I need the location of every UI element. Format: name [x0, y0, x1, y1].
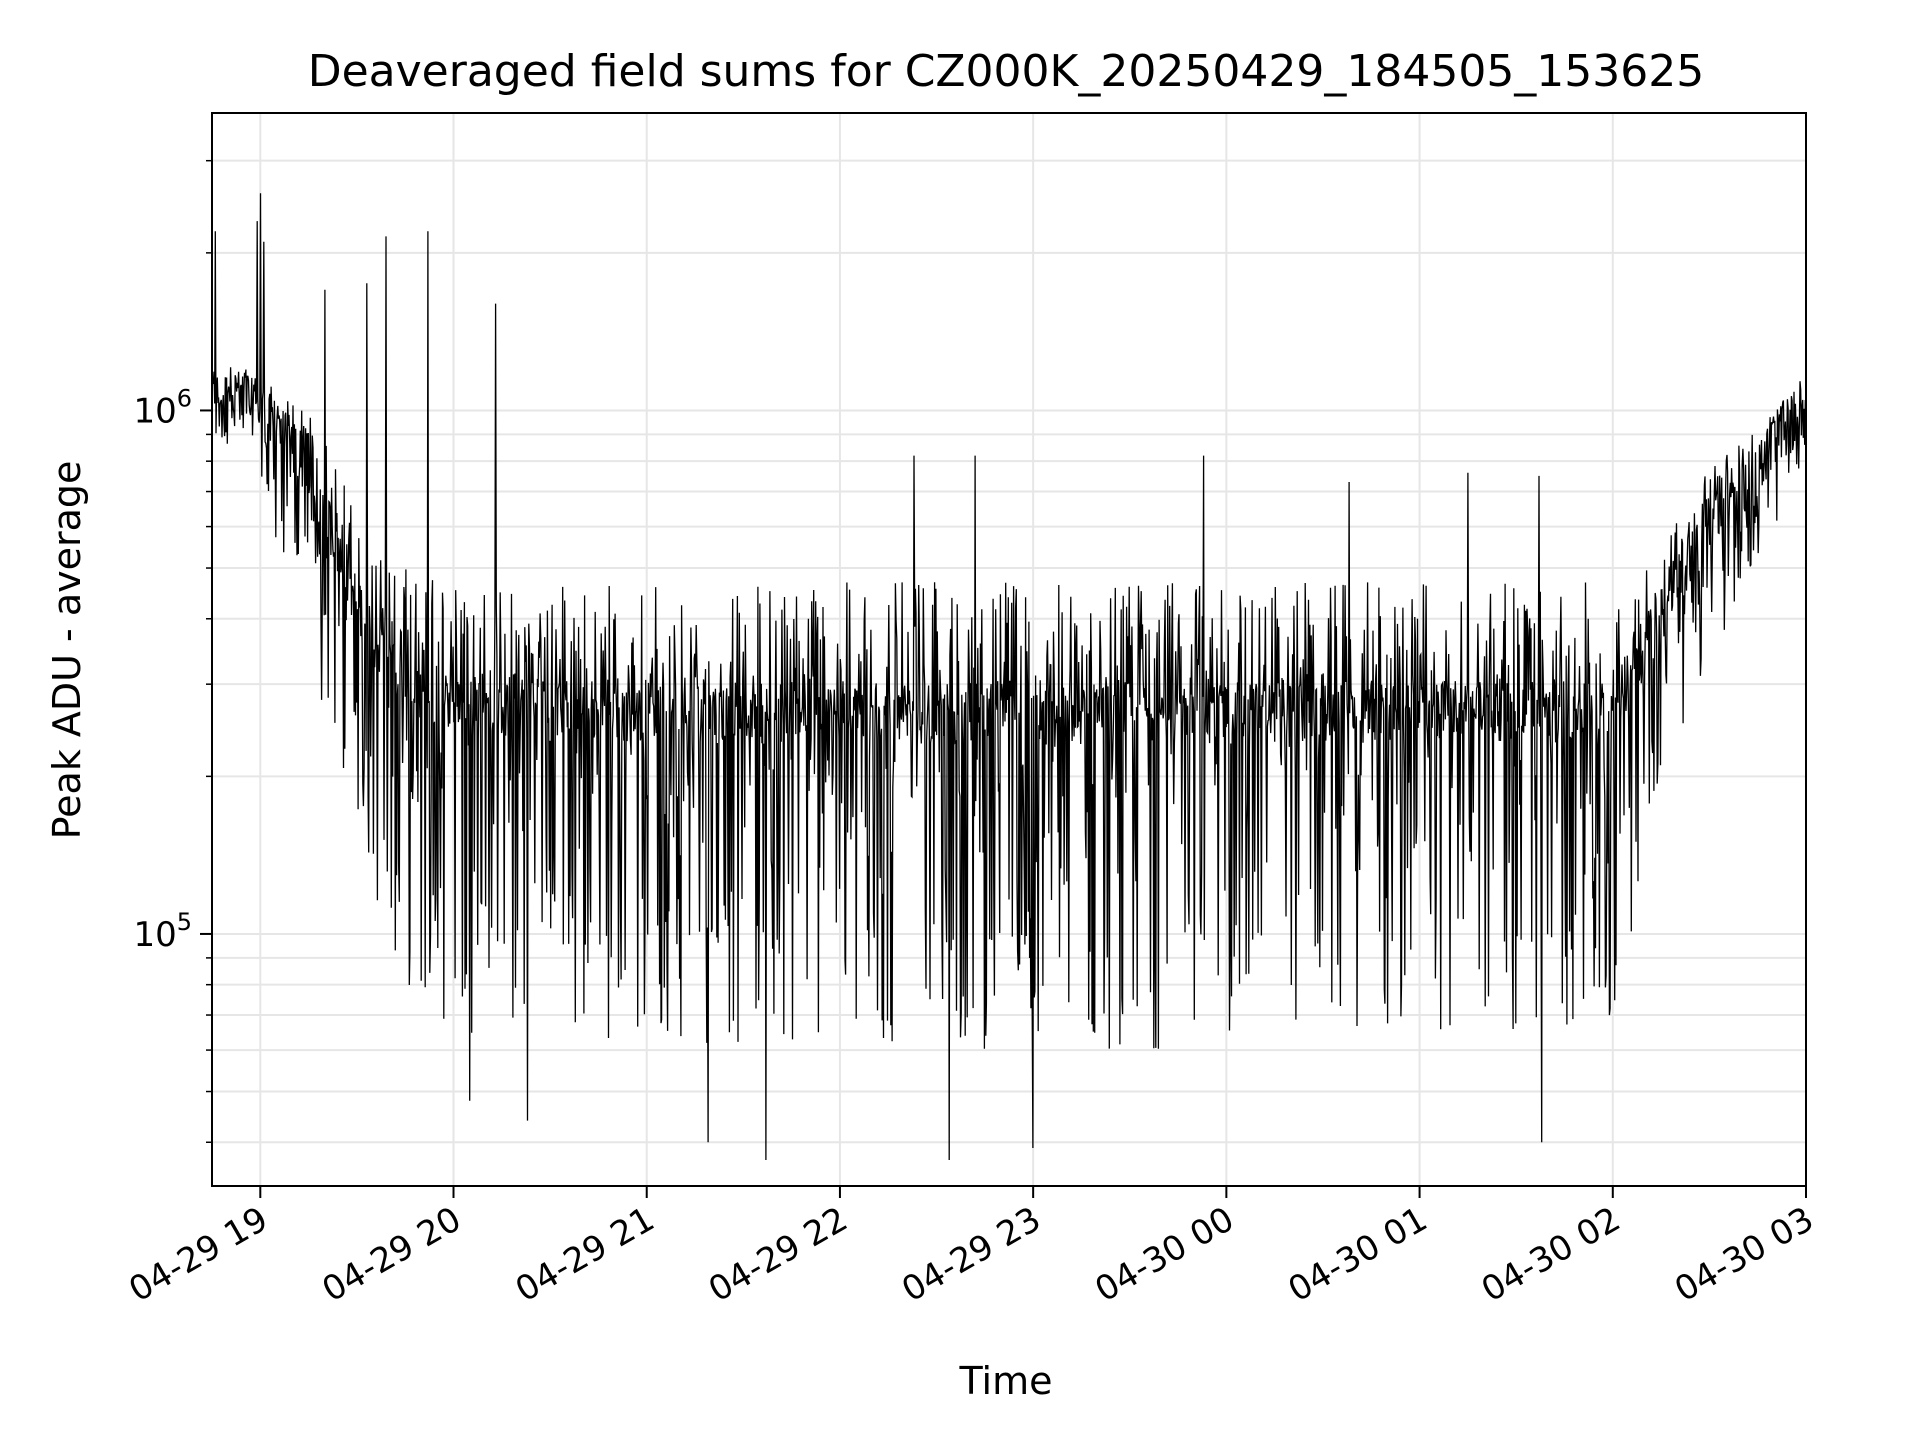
- x-tick-label: 04-29 21: [509, 1199, 661, 1310]
- x-tick-label: 04-30 00: [1088, 1199, 1240, 1310]
- y-tick-label: 106: [133, 384, 192, 431]
- plot-area: [211, 193, 1807, 1161]
- x-tick-label: 04-30 02: [1475, 1199, 1627, 1310]
- series-line: [211, 193, 1807, 1161]
- x-tick-label: 04-29 19: [122, 1199, 274, 1310]
- x-tick-label: 04-29 20: [316, 1199, 468, 1310]
- chart-title: Deaveraged field sums for CZ000K_2025042…: [308, 46, 1705, 97]
- x-tick-label: 04-29 23: [895, 1199, 1047, 1310]
- y-axis-label: Peak ADU - average: [45, 461, 89, 840]
- x-tick-label: 04-29 22: [702, 1199, 854, 1310]
- x-axis-label: Time: [959, 1359, 1053, 1403]
- x-tick-label: 04-30 01: [1282, 1199, 1434, 1310]
- x-axis: 04-29 19 04-29 20 04-29 21 04-29 22 04-29 23…: [122, 1186, 1821, 1310]
- y-tick-label: 105: [133, 908, 192, 955]
- y-axis: 105 106: [133, 159, 212, 1144]
- plot-frame: [211, 112, 1807, 1187]
- x-tick-label: 04-30 03: [1668, 1199, 1820, 1310]
